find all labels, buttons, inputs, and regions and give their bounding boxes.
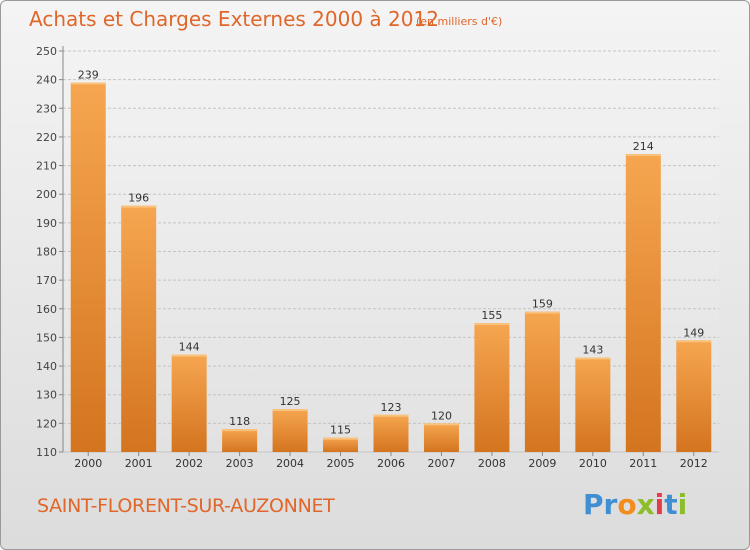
bar-top-highlight — [121, 205, 157, 208]
x-tick-label: 2001 — [125, 457, 153, 470]
value-label: 123 — [381, 401, 402, 414]
logo-part: i — [677, 488, 688, 521]
bar-top-highlight — [70, 82, 106, 85]
bar — [222, 429, 258, 452]
logo-part: i — [654, 488, 665, 521]
y-tick-label: 110 — [36, 446, 57, 459]
bar-top-highlight — [373, 414, 409, 417]
plot-area — [63, 46, 719, 452]
proxiti-logo: Proxiti — [583, 488, 687, 521]
value-labels: 239 196 144 118 125 115 123 120 155 159 143 214 149 — [78, 69, 705, 437]
y-tick-label: 120 — [36, 417, 57, 430]
y-tick-label: 130 — [36, 389, 57, 402]
logo-part: Pr — [583, 488, 618, 521]
x-tick-label: 2004 — [276, 457, 304, 470]
y-tick-label: 220 — [36, 131, 57, 144]
bar — [676, 340, 712, 452]
bar-top-highlight — [323, 437, 359, 440]
value-label: 120 — [431, 409, 452, 422]
value-label: 115 — [330, 424, 351, 437]
y-axis-ticks: 110 120 130 140 150 160 170 180 190 200 210 220 230 2… — [36, 45, 64, 459]
x-tick-label: 2012 — [680, 457, 708, 470]
y-tick-label: 240 — [36, 74, 57, 87]
y-tick-label: 200 — [36, 188, 57, 201]
x-tick-label: 2003 — [226, 457, 254, 470]
chart-title: Achats et Charges Externes 2000 à 2012 — [29, 7, 439, 31]
bar — [625, 154, 661, 452]
value-label: 239 — [78, 69, 99, 82]
x-tick-label: 2002 — [175, 457, 203, 470]
city-name: SAINT-FLORENT-SUR-AUZONNET — [37, 495, 335, 517]
logo-part: x — [636, 488, 655, 521]
bar — [524, 311, 560, 452]
y-tick-label: 190 — [36, 217, 57, 230]
bar — [171, 354, 207, 452]
y-tick-label: 180 — [36, 246, 57, 259]
bar — [575, 357, 611, 452]
bar-top-highlight — [171, 354, 207, 357]
bar — [70, 82, 106, 452]
bar — [373, 414, 409, 452]
value-label: 159 — [532, 298, 553, 311]
y-tick-label: 150 — [36, 331, 57, 344]
value-label: 118 — [229, 415, 250, 428]
value-label: 125 — [280, 395, 301, 408]
logo-part: t — [664, 488, 678, 521]
bar-top-highlight — [625, 154, 661, 157]
bar — [474, 323, 510, 452]
y-tick-label: 230 — [36, 102, 57, 115]
y-tick-label: 250 — [36, 45, 57, 58]
x-tick-label: 2009 — [528, 457, 556, 470]
y-tick-label: 160 — [36, 303, 57, 316]
bar-top-highlight — [222, 429, 258, 432]
bars — [70, 82, 712, 452]
bar-top-highlight — [524, 311, 560, 314]
value-label: 149 — [683, 326, 704, 339]
value-label: 196 — [128, 192, 149, 205]
x-tick-label: 2008 — [478, 457, 506, 470]
bar — [323, 437, 359, 452]
value-label: 214 — [633, 140, 654, 153]
logo-part: o — [617, 488, 637, 521]
value-label: 155 — [481, 309, 502, 322]
x-tick-label: 2006 — [377, 457, 405, 470]
x-tick-label: 2005 — [327, 457, 355, 470]
bar-top-highlight — [575, 357, 611, 360]
bar — [272, 409, 308, 452]
x-tick-label: 2000 — [74, 457, 102, 470]
bar-top-highlight — [423, 423, 459, 426]
bar — [121, 205, 157, 452]
x-tick-label: 2007 — [427, 457, 455, 470]
bar-top-highlight — [474, 323, 510, 326]
chart-unit: (en milliers d'€) — [416, 15, 503, 28]
x-tick-label: 2011 — [629, 457, 657, 470]
x-axis-ticks: 2000 2001 2002 2003 2004 2005 2006 2007 2008 2009… — [74, 452, 708, 470]
bar-top-highlight — [272, 409, 308, 412]
value-label: 143 — [582, 343, 603, 356]
y-tick-label: 170 — [36, 274, 57, 287]
bar-top-highlight — [676, 340, 712, 343]
x-tick-label: 2010 — [579, 457, 607, 470]
y-tick-label: 140 — [36, 360, 57, 373]
value-label: 144 — [179, 341, 200, 354]
bar — [423, 423, 459, 452]
y-tick-label: 210 — [36, 160, 57, 173]
